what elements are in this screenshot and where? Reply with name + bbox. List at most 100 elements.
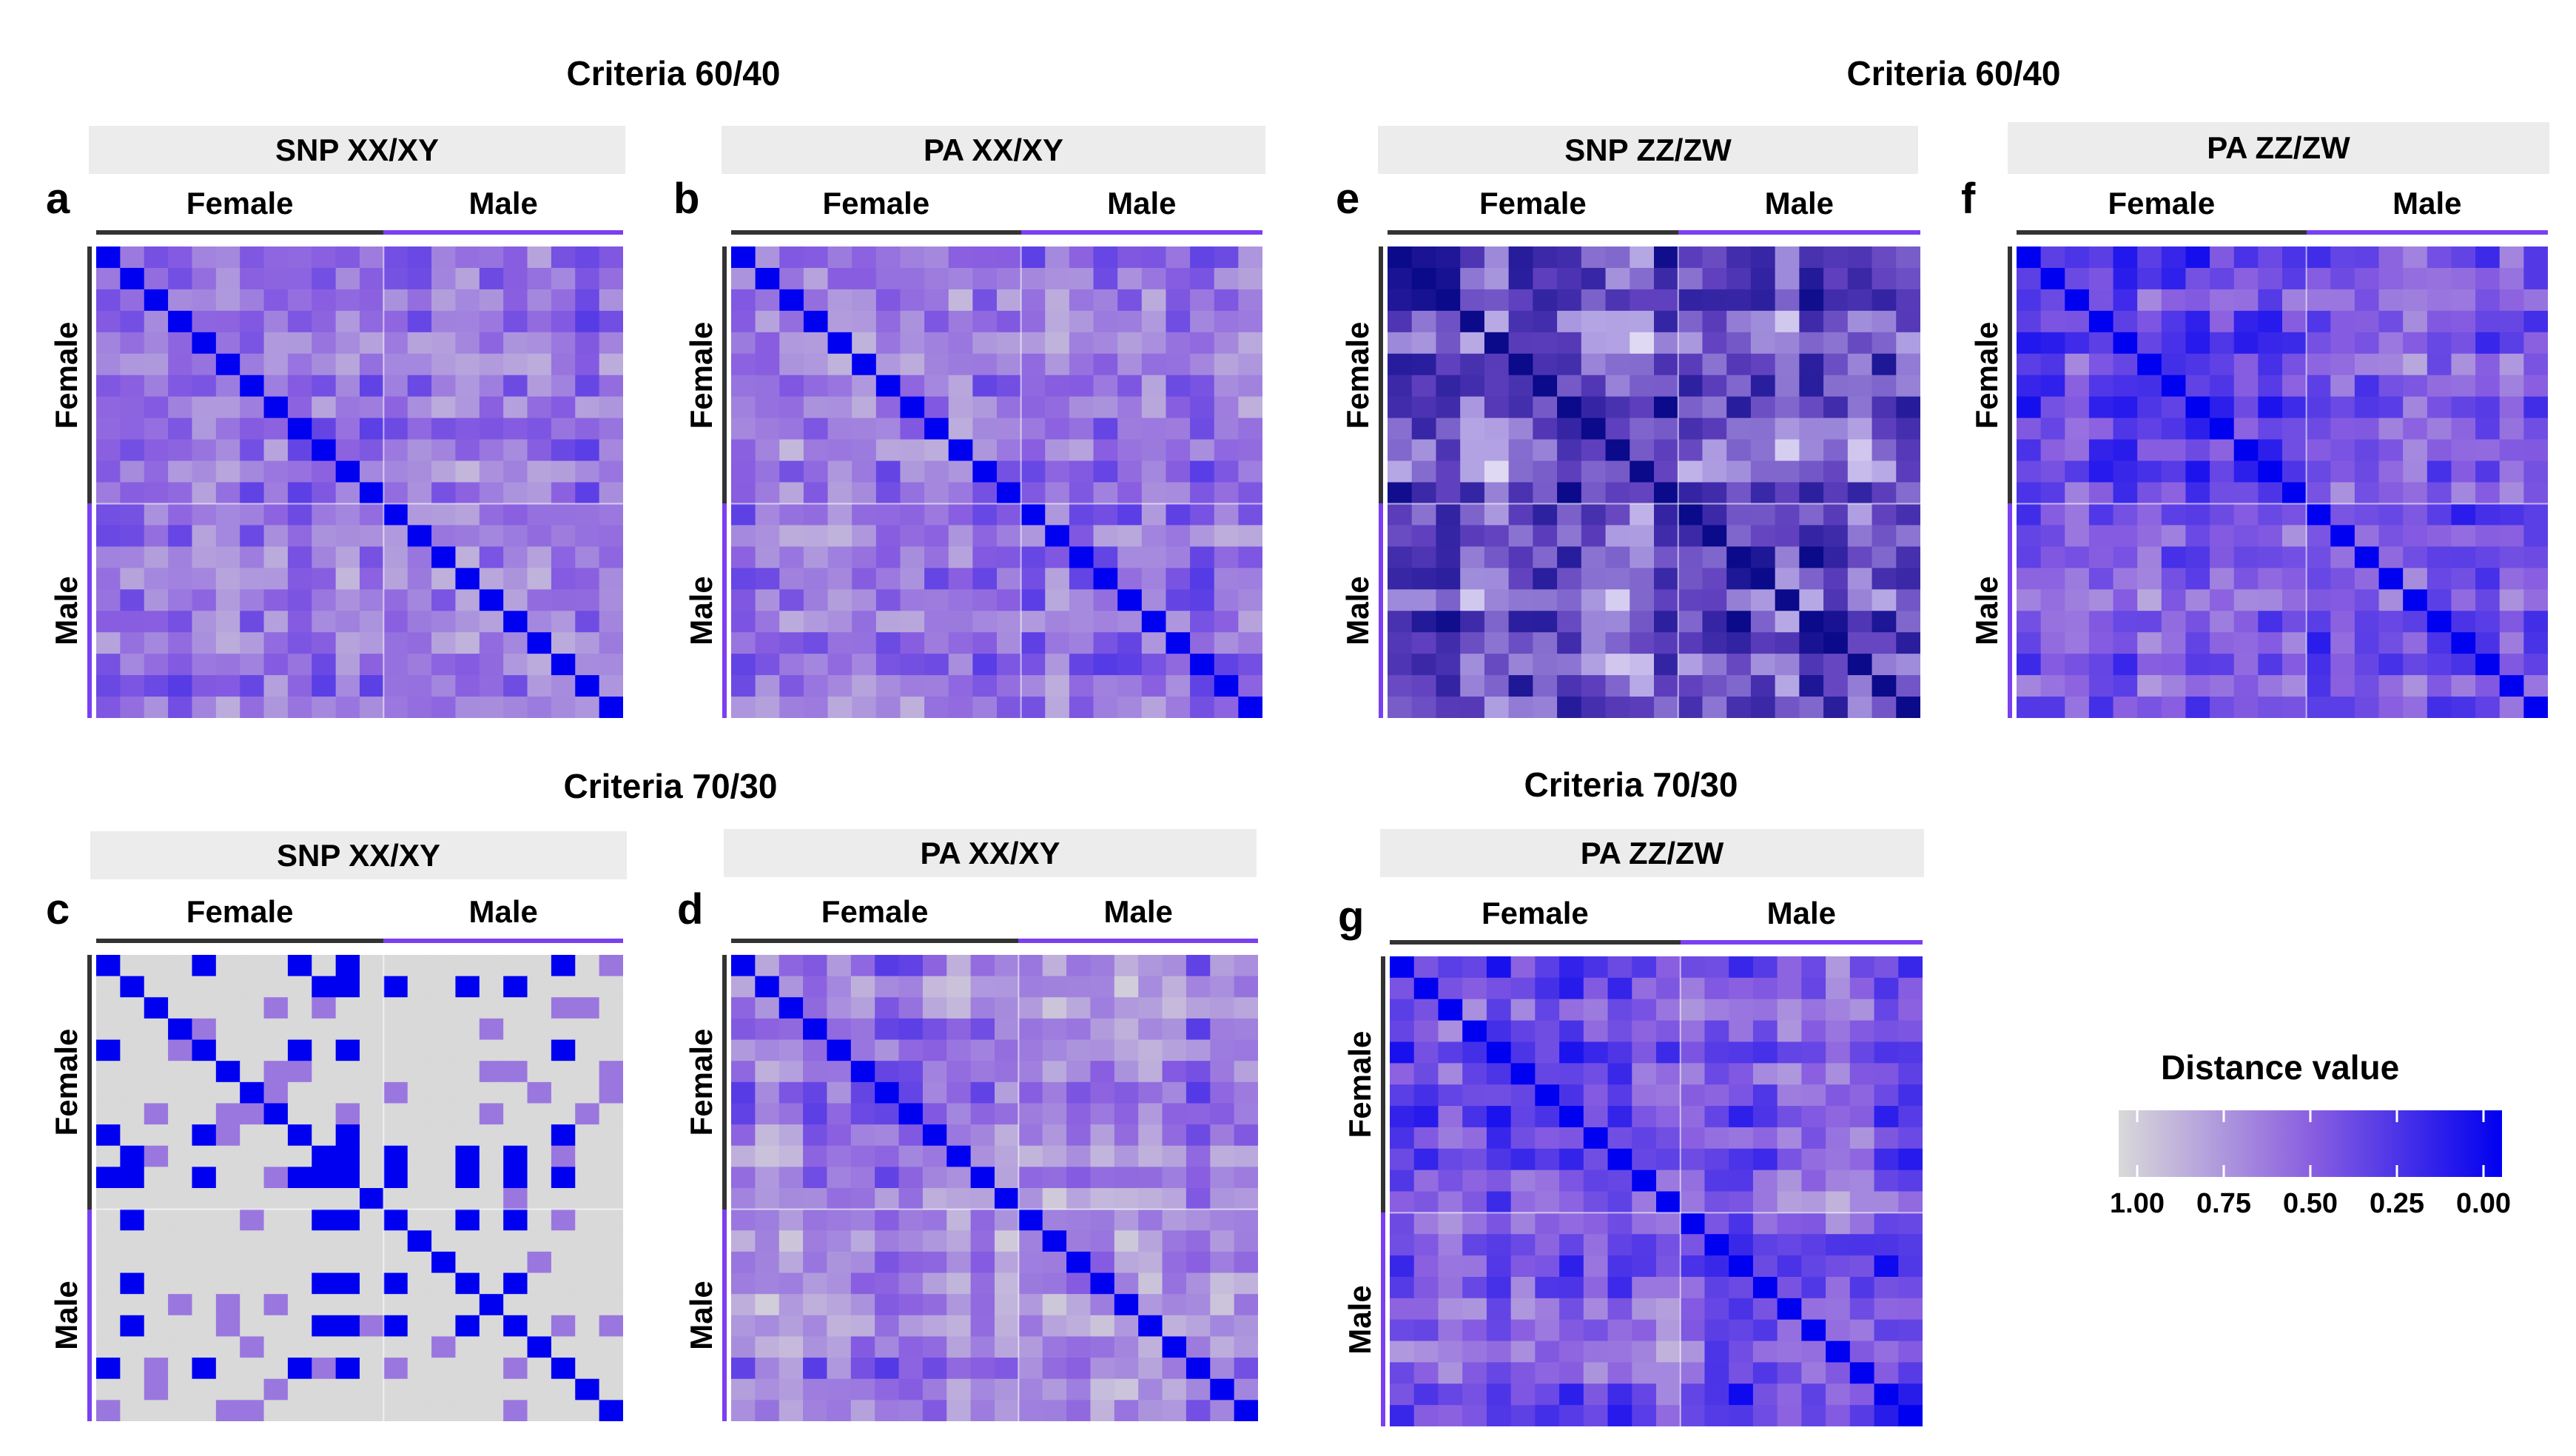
heatmap-cell — [1872, 675, 1897, 697]
heatmap-cell — [946, 1400, 972, 1421]
heatmap-cell — [335, 460, 360, 483]
heatmap-cell — [2403, 654, 2428, 676]
heatmap-cell — [970, 1400, 995, 1421]
heatmap-cell — [263, 1336, 289, 1358]
heatmap-cell — [2475, 439, 2501, 462]
heatmap-cell — [168, 1103, 193, 1125]
heatmap-cell — [287, 1358, 312, 1380]
heatmap-cell — [1678, 611, 1704, 633]
heatmap-cell — [575, 654, 600, 676]
heatmap-cell — [1777, 1362, 1802, 1384]
heatmap-cell — [599, 310, 623, 333]
heatmap-cell — [2258, 611, 2283, 633]
heatmap-cell — [995, 1358, 1019, 1380]
heatmap-cell — [1847, 332, 1873, 355]
heatmap-cell — [1874, 956, 1899, 979]
heatmap-cell — [360, 1294, 384, 1316]
heatmap-cell — [2282, 654, 2307, 676]
heatmap-cell — [2137, 289, 2162, 312]
heatmap-cell — [1729, 1234, 1754, 1256]
heatmap-cell — [2258, 460, 2283, 483]
heatmap-cell — [1042, 1188, 1067, 1210]
heatmap-cell — [2403, 289, 2428, 312]
heatmap-cell — [1093, 310, 1118, 333]
heatmap-cell — [1559, 1191, 1584, 1213]
heatmap-cell — [96, 1018, 121, 1041]
heatmap-cell — [503, 1061, 528, 1083]
heatmap-cell — [240, 1188, 265, 1210]
heatmap-cell — [240, 375, 265, 397]
heatmap-cell — [1042, 1336, 1067, 1358]
heatmap-cell — [335, 1124, 360, 1147]
heatmap-cell — [1484, 267, 1510, 290]
heatmap-cell — [551, 632, 576, 654]
heatmap-cell — [407, 1145, 432, 1167]
heatmap-cell — [875, 375, 901, 397]
heatmap-cell — [1390, 1341, 1415, 1363]
y-bar-female — [1379, 246, 1383, 504]
heatmap-cell — [335, 332, 360, 355]
heatmap-cell — [407, 246, 432, 269]
heatmap-cell — [1849, 1362, 1875, 1384]
heatmap-cell — [240, 568, 265, 590]
heatmap-cell — [1018, 1145, 1043, 1167]
heatmap-cell — [1411, 503, 1437, 526]
heatmap-cell — [383, 396, 408, 419]
heatmap-cell — [875, 1145, 900, 1167]
heatmap-cell — [1823, 546, 1849, 568]
heatmap-cell — [551, 1188, 576, 1210]
heatmap-cell — [1462, 1191, 1487, 1213]
heatmap-cell — [1654, 310, 1679, 333]
heatmap-cell — [1045, 439, 1070, 462]
heatmap-cell — [455, 976, 480, 998]
heatmap-cell — [1210, 1081, 1235, 1104]
heatmap-cell — [215, 1336, 241, 1358]
heatmap-cell — [479, 697, 504, 718]
heatmap-cell — [144, 546, 169, 568]
heatmap-cell — [2475, 353, 2501, 376]
heatmap-cell — [120, 503, 145, 526]
heatmap-cell — [2451, 267, 2476, 290]
heatmap-cell — [215, 439, 241, 462]
heatmap-cell — [168, 1188, 193, 1210]
heatmap-cell — [575, 1103, 600, 1125]
heatmap-cell — [852, 246, 877, 269]
heatmap-cell — [1656, 1362, 1681, 1384]
heatmap-cell — [1210, 1315, 1235, 1338]
heatmap-cell — [1462, 1276, 1487, 1299]
heatmap-cell — [431, 1124, 457, 1147]
heatmap-cell — [2451, 289, 2476, 312]
heatmap-cell — [479, 546, 504, 568]
heatmap-cell — [2161, 525, 2187, 547]
heatmap-cell — [900, 332, 925, 355]
heatmap-cell — [407, 611, 432, 633]
heatmap-cell — [778, 1294, 804, 1316]
heatmap-cell — [2306, 654, 2331, 676]
heatmap-cell — [2451, 417, 2476, 440]
heatmap-cell — [852, 439, 877, 462]
heatmap-cell — [803, 675, 829, 697]
heatmap-cell — [1066, 1145, 1092, 1167]
heatmap-cell — [335, 589, 360, 611]
heatmap-cell — [1702, 246, 1727, 269]
heatmap-cell — [1413, 1041, 1439, 1064]
heatmap-cell — [875, 1039, 900, 1061]
heatmap-cell — [1141, 310, 1167, 333]
heatmap-cell — [168, 1358, 193, 1380]
heatmap-cell — [1557, 375, 1582, 397]
heatmap-cell — [875, 525, 901, 547]
heatmap-cell — [1678, 482, 1704, 505]
heatmap-cell — [1799, 396, 1824, 419]
heatmap-cell — [1678, 460, 1704, 483]
heatmap-cell — [551, 976, 576, 998]
heatmap-cell — [168, 1230, 193, 1252]
heatmap-cell — [731, 525, 756, 547]
heatmap-cell — [755, 1145, 780, 1167]
heatmap-cell — [168, 611, 193, 633]
heatmap-cell — [551, 482, 576, 505]
heatmap-cell — [850, 1188, 875, 1210]
heatmap-cell — [1462, 1362, 1487, 1384]
heatmap-cell — [2403, 632, 2428, 654]
heatmap-cell — [1234, 1061, 1258, 1083]
heatmap-cell — [970, 1336, 995, 1358]
